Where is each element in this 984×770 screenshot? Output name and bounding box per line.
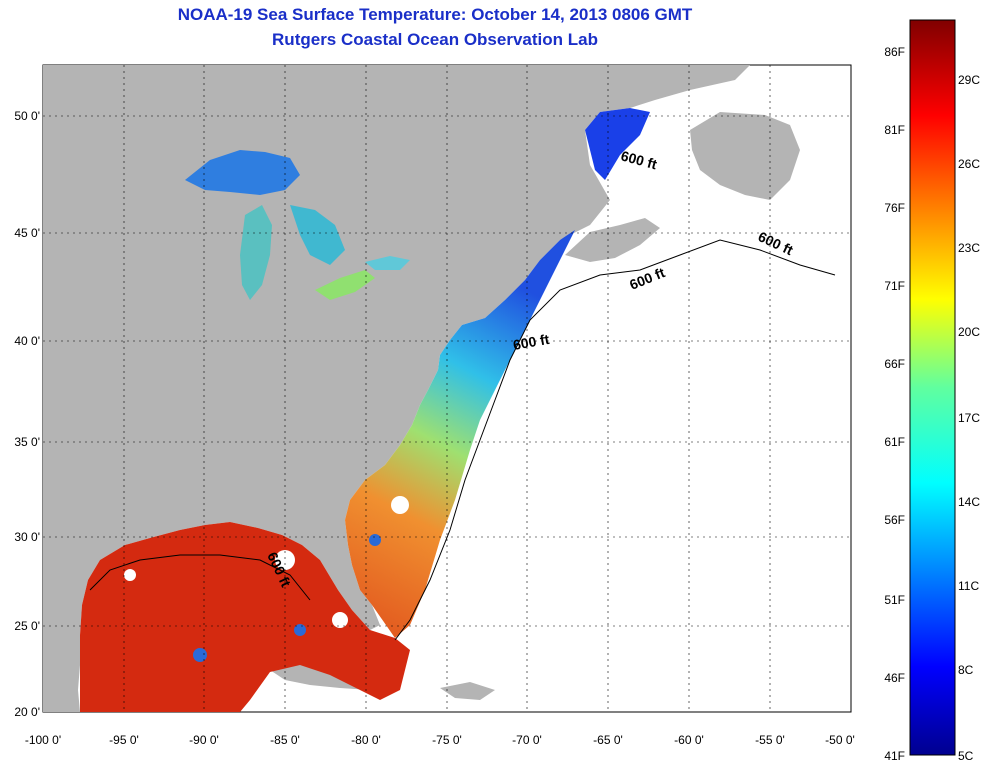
lat-tick-label: 45 0' — [14, 226, 40, 240]
lon-tick-label: -100 0' — [25, 733, 61, 747]
chart-title: NOAA-19 Sea Surface Temperature: October… — [177, 5, 693, 24]
colorbar-c-label: 5C — [958, 749, 974, 763]
lat-tick-label: 35 0' — [14, 435, 40, 449]
colorbar-f-label: 81F — [884, 123, 905, 137]
bathymetry-contour — [394, 239, 836, 641]
colorbar-f-label: 56F — [884, 513, 905, 527]
lon-tick-label: -65 0' — [593, 733, 623, 747]
lon-tick-label: -85 0' — [270, 733, 300, 747]
chart-subtitle: Rutgers Coastal Ocean Observation Lab — [272, 30, 598, 49]
lat-tick-label: 50 0' — [14, 109, 40, 123]
st-lawrence-water — [585, 108, 650, 180]
land-mass — [43, 65, 750, 712]
colorbar-c-label: 29C — [958, 73, 980, 87]
gulf-of-mexico-water — [80, 522, 410, 712]
colorbar-c-label: 11C — [958, 579, 979, 593]
land-hispaniola — [440, 682, 495, 700]
colorbar-f-label: 41F — [884, 749, 905, 763]
bathymetry-contour-gulf — [89, 554, 311, 601]
lon-tick-label: -55 0' — [755, 733, 785, 747]
colorbar-f-label: 86F — [884, 45, 905, 59]
cloud-patch — [275, 550, 295, 570]
colorbar-c-label: 17C — [958, 411, 980, 425]
land-maritimes — [690, 112, 800, 200]
lon-tick-label: -60 0' — [674, 733, 704, 747]
colorbar-c-label: 8C — [958, 663, 974, 677]
cool-patch — [369, 534, 381, 546]
colorbar — [909, 19, 956, 756]
lon-tick-label: -70 0' — [512, 733, 542, 747]
cool-patch — [294, 624, 306, 636]
colorbar-c-label: 20C — [958, 325, 980, 339]
colorbar-f-label: 71F — [884, 279, 905, 293]
lon-tick-label: -75 0' — [432, 733, 462, 747]
colorbar-c-label: 23C — [958, 241, 980, 255]
colorbar-celsius-labels: 29C 26C 23C 20C 17C 14C 11C 8C 5C — [958, 73, 980, 763]
longitude-axis: -100 0' -95 0' -90 0' -85 0' -80 0' -75 … — [25, 733, 855, 747]
lon-tick-label: -50 0' — [825, 733, 855, 747]
lon-tick-label: -80 0' — [351, 733, 381, 747]
lake-huron — [290, 205, 345, 265]
colorbar-c-label: 14C — [958, 495, 980, 509]
lake-erie — [315, 270, 375, 300]
contour-label: 600 ft — [512, 331, 551, 353]
latitude-axis: 50 0' 45 0' 40 0' 35 0' 30 0' 25 0' 20 0… — [14, 109, 40, 719]
colorbar-f-label: 46F — [884, 671, 905, 685]
colorbar-f-label: 76F — [884, 201, 905, 215]
colorbar-f-label: 66F — [884, 357, 905, 371]
land-nova-scotia — [565, 218, 660, 262]
lat-tick-label: 25 0' — [14, 619, 40, 633]
lat-tick-label: 40 0' — [14, 334, 40, 348]
lake-superior — [185, 150, 300, 195]
lat-tick-label: 30 0' — [14, 530, 40, 544]
lon-tick-label: -95 0' — [109, 733, 139, 747]
colorbar-fahrenheit-labels: 86F 81F 76F 71F 66F 61F 56F 51F 46F 41F — [884, 45, 905, 763]
lon-tick-label: -90 0' — [189, 733, 219, 747]
colorbar-c-label: 26C — [958, 157, 980, 171]
cloud-patch — [391, 496, 409, 514]
atlantic-swath — [345, 230, 575, 638]
lat-tick-label: 20 0' — [14, 705, 40, 719]
cloud-patch — [332, 612, 348, 628]
lake-michigan — [240, 205, 272, 300]
colorbar-f-label: 51F — [884, 593, 905, 607]
lake-ontario — [365, 256, 410, 270]
cloud-patch — [124, 569, 136, 581]
cool-patch — [193, 648, 207, 662]
colorbar-f-label: 61F — [884, 435, 905, 449]
